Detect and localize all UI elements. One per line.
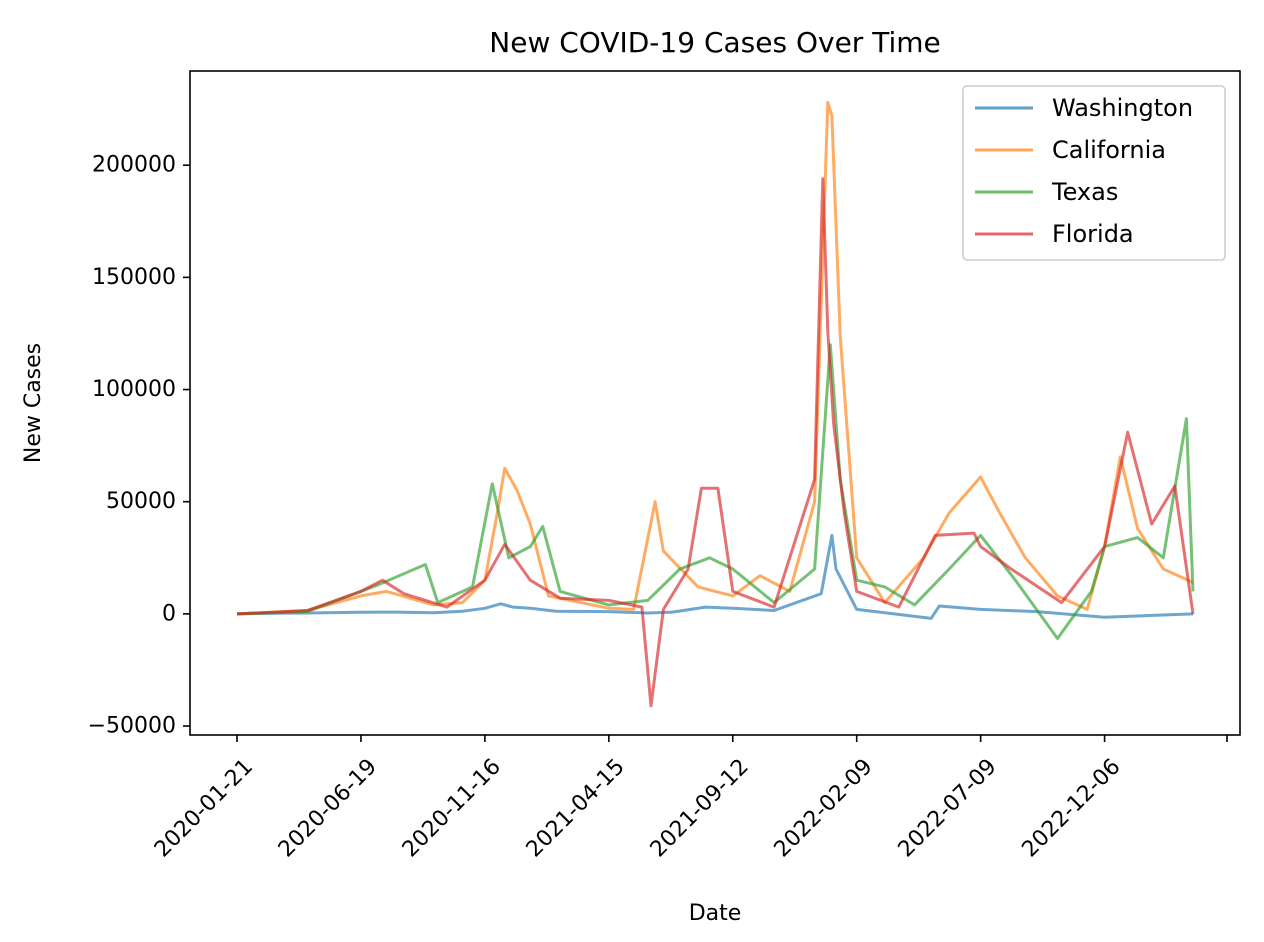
x-tick-label: 2022-12-06 — [1017, 754, 1125, 862]
y-axis-label: New Cases — [21, 343, 46, 463]
legend-box — [962, 85, 1226, 261]
legend-label-texas: Texas — [1051, 178, 1118, 206]
series-line-california — [236, 100, 1194, 616]
legend-label-california: California — [1052, 136, 1166, 164]
y-axis: −50000 0 50000 100000 150000 200000 — [88, 153, 190, 739]
x-tick-label: 2020-06-19 — [274, 754, 382, 862]
y-tick-label: −50000 — [88, 714, 176, 739]
x-tick-label: 2022-07-09 — [894, 754, 1002, 862]
x-tick-label: 2022-02-09 — [770, 754, 878, 862]
series-line-washington — [236, 533, 1194, 620]
x-axis-label: Date — [689, 901, 742, 926]
legend-label-florida: Florida — [1052, 220, 1134, 248]
chart-title: New COVID-19 Cases Over Time — [489, 26, 940, 59]
series-line-texas — [236, 343, 1195, 640]
x-tick-label: 2021-09-12 — [646, 754, 754, 862]
x-axis: 2020-01-21 2020-06-19 2020-11-16 2021-04-15… — [150, 735, 1228, 862]
legend: Washington California Texas Florida — [962, 85, 1226, 261]
x-tick-label: 2020-11-16 — [398, 754, 506, 862]
x-tick-label: 2020-01-21 — [150, 754, 258, 862]
plot-frame — [189, 70, 1241, 736]
series-line-florida — [236, 177, 1195, 708]
legend-label-washington: Washington — [1052, 94, 1193, 122]
y-tick-label: 150000 — [92, 265, 176, 290]
y-tick-label: 50000 — [106, 489, 176, 514]
y-tick-label: 100000 — [92, 377, 176, 402]
x-tick-label: 2021-04-15 — [522, 754, 630, 862]
y-tick-label: 0 — [162, 601, 176, 626]
y-tick-label: 200000 — [92, 153, 176, 178]
series-layer — [236, 100, 1195, 708]
